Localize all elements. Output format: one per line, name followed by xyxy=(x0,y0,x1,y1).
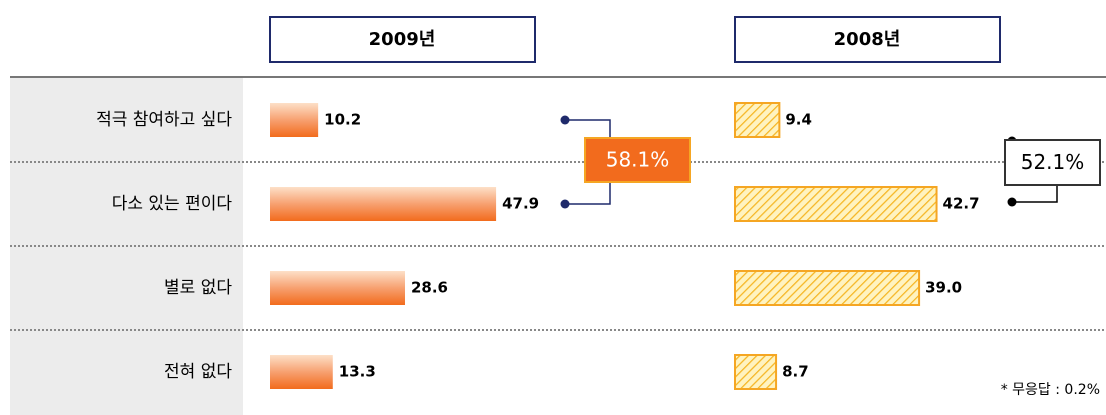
value-label: 28.6 xyxy=(411,279,448,297)
value-label: 39.0 xyxy=(925,279,962,297)
value-label: 8.7 xyxy=(782,363,809,381)
total-label: 58.1% xyxy=(606,148,670,172)
category-label: 전혀 없다 xyxy=(164,362,232,382)
legend-label: 2008년 xyxy=(834,29,901,50)
legend-box xyxy=(269,16,536,63)
value-label: 42.7 xyxy=(943,195,980,213)
value-label: 9.4 xyxy=(785,111,812,129)
category-label: 적극 참여하고 싶다 xyxy=(96,110,232,130)
note: * 무응답 : 0.2% xyxy=(1001,382,1100,398)
value-label: 13.3 xyxy=(339,363,376,381)
bracket-dot xyxy=(560,199,570,209)
category-label: 별로 없다 xyxy=(164,278,232,298)
bar xyxy=(734,270,921,306)
value-label: 10.2 xyxy=(324,111,361,129)
total-box xyxy=(584,137,691,183)
legend-box xyxy=(734,16,1001,63)
total-box xyxy=(1004,139,1101,186)
bar xyxy=(734,354,778,390)
bar xyxy=(270,187,497,221)
bracket-dot xyxy=(560,115,570,125)
legend-label: 2009년 xyxy=(369,29,436,50)
bar xyxy=(270,271,405,305)
category-label: 다소 있는 편이다 xyxy=(112,194,233,214)
bar xyxy=(270,103,319,137)
value-label: 47.9 xyxy=(502,195,539,213)
bar xyxy=(270,355,333,389)
bar xyxy=(734,186,938,222)
bracket-dot xyxy=(1007,197,1017,207)
total-label: 52.1% xyxy=(1021,150,1085,174)
bar xyxy=(734,102,781,138)
